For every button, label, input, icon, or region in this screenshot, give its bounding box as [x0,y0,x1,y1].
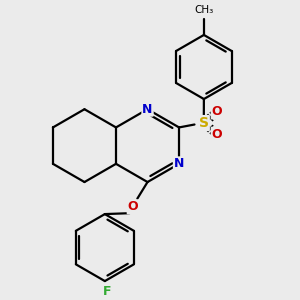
Text: F: F [103,285,111,298]
Text: CH₃: CH₃ [194,5,214,15]
Text: N: N [174,157,184,170]
Text: O: O [212,106,222,118]
Text: N: N [142,103,153,116]
Text: S: S [199,116,209,130]
Text: O: O [212,128,222,141]
Text: O: O [128,200,138,213]
